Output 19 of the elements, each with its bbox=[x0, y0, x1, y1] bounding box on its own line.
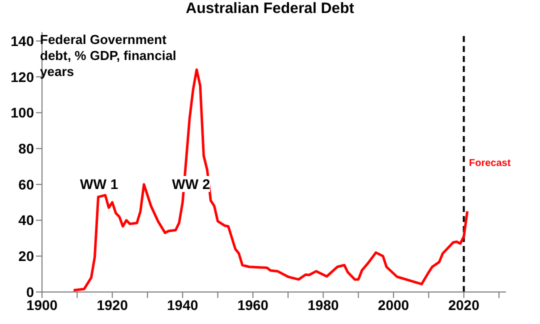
x-tick-label: 2000 bbox=[378, 296, 410, 313]
y-tick-label: 20 bbox=[18, 248, 34, 264]
y-tick-label: 40 bbox=[18, 212, 34, 228]
annotation: Federal Government debt, % GDP, financial years bbox=[40, 32, 178, 80]
y-tick-label: 120 bbox=[10, 68, 34, 85]
y-tick-label: 140 bbox=[10, 32, 34, 49]
y-tick-label: 80 bbox=[18, 140, 34, 157]
x-tick-label: 1960 bbox=[237, 296, 269, 313]
y-tick-label: 100 bbox=[10, 104, 34, 121]
chart-title: Australian Federal Debt bbox=[184, 0, 356, 17]
annotation: WW 2 bbox=[172, 176, 210, 192]
annotation: Forecast bbox=[469, 157, 511, 171]
line-series bbox=[72, 68, 469, 292]
x-tick-label: 2020 bbox=[448, 296, 480, 313]
annotation: WW 1 bbox=[80, 176, 118, 192]
x-tick-label: 1920 bbox=[96, 296, 128, 313]
y-tick-label: 60 bbox=[18, 176, 34, 192]
x-tick-label: 1980 bbox=[308, 296, 339, 313]
x-tick-label: 1940 bbox=[167, 296, 198, 313]
